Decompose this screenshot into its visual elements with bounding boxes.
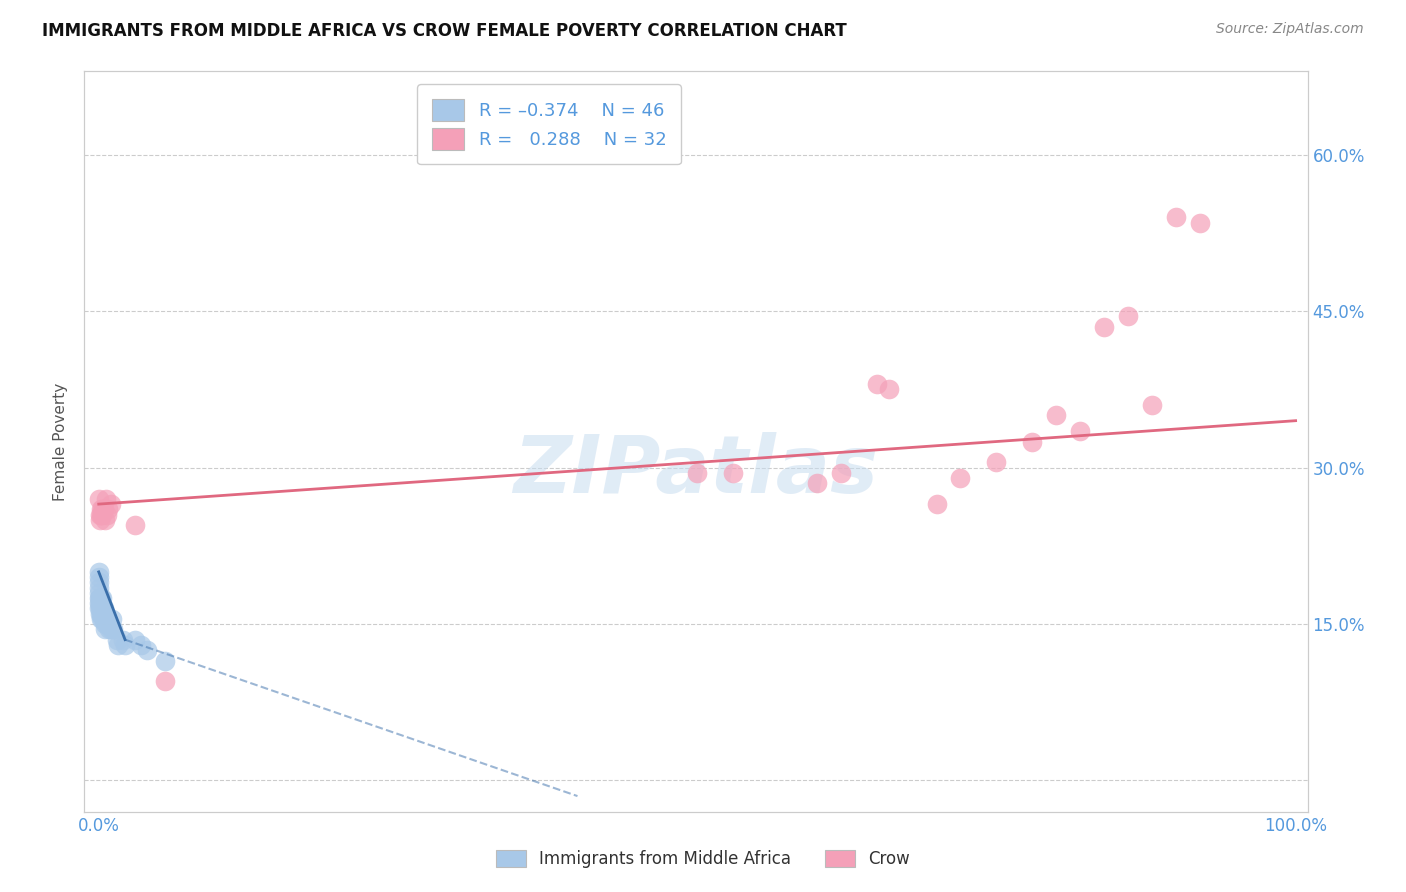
Point bbox=[877, 383, 900, 397]
Point bbox=[153, 674, 176, 689]
Point bbox=[101, 622, 124, 636]
Point bbox=[1140, 398, 1163, 412]
Point bbox=[87, 601, 110, 615]
Point bbox=[97, 502, 120, 516]
Point bbox=[89, 591, 111, 605]
Point bbox=[100, 497, 122, 511]
Point bbox=[107, 638, 129, 652]
Point bbox=[153, 653, 176, 667]
Point bbox=[89, 513, 111, 527]
Point bbox=[90, 508, 112, 522]
Point bbox=[87, 491, 110, 506]
Point bbox=[89, 596, 111, 610]
Point bbox=[91, 596, 114, 610]
Point bbox=[866, 377, 889, 392]
Point bbox=[87, 565, 110, 579]
Y-axis label: Female Poverty: Female Poverty bbox=[53, 383, 69, 500]
Point bbox=[135, 643, 157, 657]
Point bbox=[90, 612, 112, 626]
Point bbox=[129, 638, 152, 652]
Point bbox=[89, 601, 111, 615]
Point bbox=[90, 596, 112, 610]
Point bbox=[90, 502, 112, 516]
Point bbox=[1021, 434, 1043, 449]
Point bbox=[101, 612, 124, 626]
Point bbox=[97, 617, 120, 632]
Point bbox=[93, 612, 115, 626]
Point bbox=[1116, 310, 1139, 324]
Point bbox=[87, 581, 110, 595]
Point bbox=[93, 622, 115, 636]
Point bbox=[93, 601, 115, 615]
Point bbox=[89, 607, 111, 621]
Text: Source: ZipAtlas.com: Source: ZipAtlas.com bbox=[1216, 22, 1364, 37]
Point bbox=[105, 632, 128, 647]
Point bbox=[93, 617, 115, 632]
Point bbox=[986, 455, 1008, 469]
Point bbox=[90, 591, 112, 605]
Point bbox=[93, 607, 115, 621]
Point bbox=[89, 508, 111, 522]
Point bbox=[90, 607, 112, 621]
Point bbox=[87, 591, 110, 605]
Point bbox=[87, 570, 110, 584]
Point bbox=[87, 575, 110, 590]
Point bbox=[1092, 319, 1115, 334]
Point bbox=[94, 612, 117, 626]
Point bbox=[89, 591, 111, 605]
Point bbox=[93, 513, 115, 527]
Point bbox=[1045, 409, 1067, 423]
Point bbox=[91, 612, 114, 626]
Point bbox=[91, 591, 114, 605]
Point bbox=[124, 518, 146, 533]
Point bbox=[686, 466, 709, 480]
Point bbox=[93, 502, 115, 516]
Text: ZIPatlas: ZIPatlas bbox=[513, 432, 879, 510]
Text: IMMIGRANTS FROM MIDDLE AFRICA VS CROW FEMALE POVERTY CORRELATION CHART: IMMIGRANTS FROM MIDDLE AFRICA VS CROW FE… bbox=[42, 22, 846, 40]
Point bbox=[111, 632, 134, 647]
Point bbox=[806, 476, 828, 491]
Point bbox=[87, 586, 110, 600]
Point bbox=[721, 466, 744, 480]
Point bbox=[96, 508, 118, 522]
Point bbox=[98, 622, 121, 636]
Point bbox=[949, 471, 972, 485]
Legend: Immigrants from Middle Africa, Crow: Immigrants from Middle Africa, Crow bbox=[488, 842, 918, 877]
Point bbox=[91, 502, 114, 516]
Point bbox=[830, 466, 852, 480]
Point bbox=[91, 607, 114, 621]
Point bbox=[925, 497, 948, 511]
Point bbox=[1069, 424, 1091, 438]
Point bbox=[100, 622, 122, 636]
Point bbox=[91, 508, 114, 522]
Point bbox=[90, 601, 112, 615]
Point bbox=[124, 632, 146, 647]
Point bbox=[96, 612, 118, 626]
Point bbox=[1164, 211, 1187, 225]
Point bbox=[96, 617, 118, 632]
Point bbox=[94, 491, 117, 506]
Point bbox=[93, 612, 115, 626]
Point bbox=[114, 638, 136, 652]
Point bbox=[89, 591, 111, 605]
Point bbox=[1188, 216, 1211, 230]
Point bbox=[87, 596, 110, 610]
Point bbox=[89, 596, 111, 610]
Legend: R = –0.374    N = 46, R =   0.288    N = 32: R = –0.374 N = 46, R = 0.288 N = 32 bbox=[418, 84, 681, 164]
